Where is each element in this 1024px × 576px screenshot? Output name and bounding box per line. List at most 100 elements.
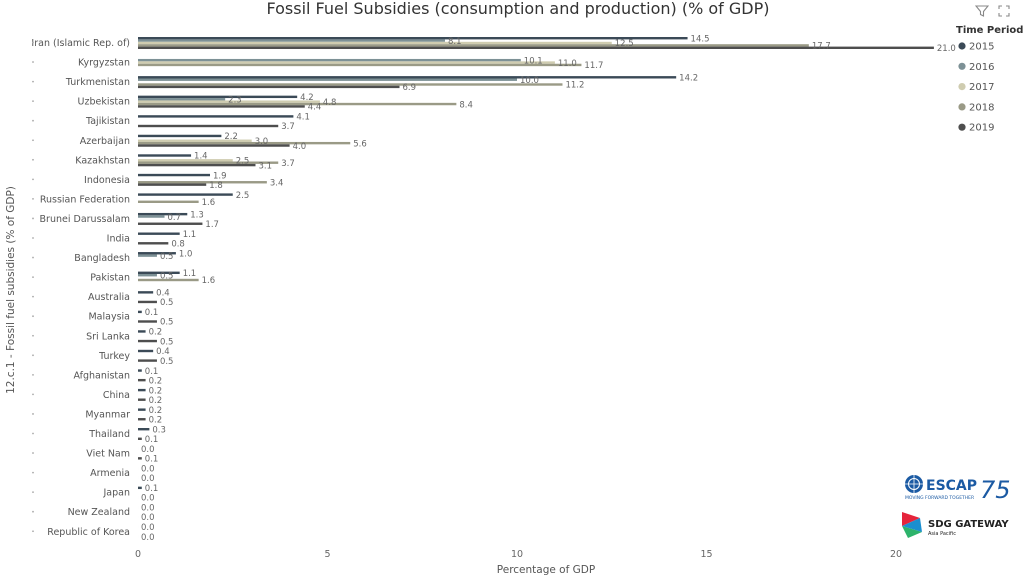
bar-russian-federation-2015[interactable] [138,193,233,196]
bar-iran-islamic-rep-of-2019[interactable] [138,46,934,49]
bar-viet-nam-2019[interactable] [138,457,142,460]
bar-indonesia-2018[interactable] [138,181,267,184]
x-tick-10: 10 [511,549,523,560]
bar-turkmenistan-2015[interactable] [138,76,677,79]
bar-kazakhstan-2019[interactable] [138,163,256,167]
bar-brunei-darussalam-2019[interactable] [138,222,203,225]
bar-thailand-2015[interactable] [138,428,150,431]
bar-tajikistan-2019[interactable] [138,124,279,128]
bar-myanmar-2015[interactable] [138,408,146,411]
bar-pakistan-2016[interactable] [138,274,157,277]
bar-turkmenistan-2016[interactable] [138,78,517,81]
bar-kyrgyzstan-2016[interactable] [138,58,521,62]
bar-india-2015[interactable] [138,232,180,235]
bar-iran-islamic-rep-of-2018[interactable] [138,44,809,47]
row-bullet [32,334,34,337]
bar-turkey-2015[interactable] [138,349,154,353]
bar-indonesia-2019[interactable] [138,183,207,186]
filter-icon[interactable] [974,3,990,17]
data-label-iran-islamic-rep-of-2019: 21.0 [937,44,956,54]
bar-azerbaijan-2015[interactable] [138,134,222,138]
bar-azerbaijan-2019[interactable] [138,144,290,147]
logos-panel: ESCAP 75 MOVING FORWARD TOGETHER SDG GAT… [900,470,1015,574]
bar-thailand-2019[interactable] [138,437,142,440]
bar-bangladesh-2016[interactable] [138,254,157,257]
bar-brunei-darussalam-2015[interactable] [138,212,188,216]
row-bullet [32,471,34,474]
bar-australia-2019[interactable] [138,300,157,304]
bar-china-2019[interactable] [138,398,146,401]
bar-afghanistan-2015[interactable] [138,369,142,372]
legend-label-2019[interactable]: 2019 [969,123,994,134]
bar-sri-lanka-2019[interactable] [138,339,157,343]
bar-kyrgyzstan-2017[interactable] [138,61,555,64]
bar-tajikistan-2015[interactable] [138,115,294,118]
bar-sri-lanka-2015[interactable] [138,330,146,333]
row-bullet [32,217,34,220]
bar-pakistan-2018[interactable] [138,278,199,282]
bar-brunei-darussalam-2016[interactable] [138,215,165,218]
legend-title: Time Period [956,25,1023,36]
visual-toolbar [974,3,1011,17]
bar-indonesia-2015[interactable] [138,173,211,177]
bar-turkmenistan-2018[interactable] [138,83,563,86]
bar-azerbaijan-2017[interactable] [138,139,252,142]
bar-turkmenistan-2019[interactable] [138,85,400,89]
data-label-pakistan-2016: 0.5 [160,271,174,281]
legend[interactable]: Time Period 2015 2016 2017 2018 2019 [956,25,1023,134]
focus-mode-icon[interactable] [997,3,1011,17]
bar-myanmar-2019[interactable] [138,418,146,421]
bar-kyrgyzstan-2018[interactable] [138,63,582,67]
data-label-azerbaijan-2017: 3.0 [255,137,269,147]
legend-label-2016[interactable]: 2016 [969,62,994,73]
bar-uzbekistan-2019[interactable] [138,105,305,108]
bar-bangladesh-2015[interactable] [138,252,176,255]
bar-kazakhstan-2015[interactable] [138,154,192,157]
category-label-sri-lanka: Sri Lanka [86,331,130,342]
bar-pakistan-2015[interactable] [138,271,180,274]
data-label-azerbaijan-2019: 4.0 [293,142,307,152]
escap-logo: ESCAP 75 MOVING FORWARD TOGETHER SDG GAT… [902,475,1011,538]
legend-label-2017[interactable]: 2017 [969,82,994,93]
legend-label-2015[interactable]: 2015 [969,42,994,53]
bar-malaysia-2015[interactable] [138,310,142,314]
bar-russian-federation-2018[interactable] [138,200,199,203]
bar-iran-islamic-rep-of-2015[interactable] [138,37,688,40]
bar-iran-islamic-rep-of-2016[interactable] [138,39,445,42]
bar-iran-islamic-rep-of-2017[interactable] [138,41,612,45]
bar-afghanistan-2019[interactable] [138,378,146,382]
legend-label-2018[interactable]: 2018 [969,102,994,113]
bar-uzbekistan-2017[interactable] [138,100,320,103]
row-bullet [32,100,34,103]
data-label-kazakhstan-2015: 1.4 [194,152,208,162]
data-label-iran-islamic-rep-of-2016: 8.1 [448,37,462,47]
bar-japan-2015[interactable] [138,486,142,490]
data-label-uzbekistan-2019: 4.4 [308,103,322,113]
bar-kazakhstan-2018[interactable] [138,161,279,164]
bar-uzbekistan-2016[interactable] [138,98,226,101]
data-label-iran-islamic-rep-of-2017: 12.5 [615,39,634,49]
bar-uzbekistan-2015[interactable] [138,95,298,99]
data-labels: 14.5 8.1 12.5 17.7 21.0 10.1 11.0 11.7 14.2 10.0 1… [141,34,956,542]
data-label-uzbekistan-2018: 8.4 [459,100,473,110]
bar-kazakhstan-2017[interactable] [138,159,233,162]
bar-china-2015[interactable] [138,388,146,392]
data-label-kazakhstan-2019: 3.1 [258,161,272,171]
data-label-afghanistan-2019: 0.2 [149,376,163,386]
bar-australia-2015[interactable] [138,291,154,294]
bar-turkey-2019[interactable] [138,359,157,362]
data-label-new-zealand-2019: 0.0 [141,513,155,523]
category-label-thailand: Thailand [88,429,130,440]
data-label-bangladesh-2015: 1.0 [179,249,193,259]
data-label-thailand-2019: 0.1 [145,435,159,445]
chart-title: Fossil Fuel Subsidies (consumption and p… [266,0,769,18]
data-label-kyrgyzstan-2017: 11.0 [558,59,577,69]
bar-india-2019[interactable] [138,242,169,245]
row-bullet [32,158,34,161]
bar-malaysia-2019[interactable] [138,320,157,323]
bar-azerbaijan-2018[interactable] [138,141,351,145]
category-label-afghanistan: Afghanistan [73,370,130,381]
data-label-kyrgyzstan-2016: 10.1 [524,56,543,66]
bar-uzbekistan-2018[interactable] [138,102,457,106]
legend-marker-2015 [958,42,966,50]
